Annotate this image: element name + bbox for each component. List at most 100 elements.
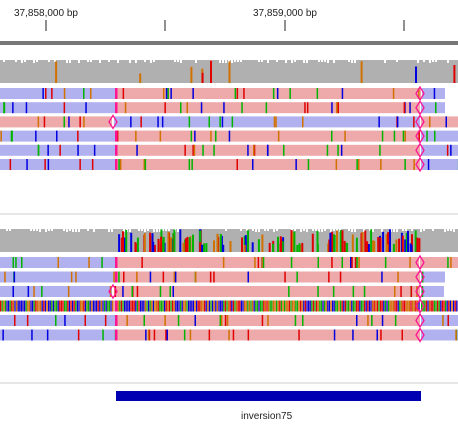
coverage-gap — [87, 229, 89, 231]
base-mismatch — [161, 116, 164, 128]
coverage-gap — [453, 229, 455, 232]
base-mismatch — [427, 159, 430, 170]
coverage-gap — [246, 229, 248, 231]
base-mismatch — [356, 257, 358, 268]
coverage-gap — [90, 60, 92, 62]
base-mismatch — [272, 88, 275, 99]
base-mismatch — [156, 300, 158, 312]
base-mismatch — [77, 144, 79, 156]
track-sample-1[interactable] — [0, 60, 458, 173]
base-mismatch — [91, 159, 94, 170]
coverage-gap — [447, 229, 449, 231]
coverage-mismatch — [366, 241, 369, 252]
reverse-read — [116, 257, 419, 268]
coverage-gap — [219, 60, 221, 63]
base-mismatch — [56, 130, 58, 142]
soft-clip-marker — [115, 300, 118, 312]
base-mismatch — [6, 300, 8, 312]
base-mismatch — [284, 300, 286, 312]
coverage-mismatch — [120, 237, 123, 252]
base-mismatch — [12, 257, 14, 268]
coverage-gap — [66, 60, 68, 63]
coverage-gap — [54, 60, 56, 62]
base-mismatch — [240, 300, 242, 312]
base-mismatch — [119, 159, 122, 170]
base-mismatch — [224, 300, 226, 312]
base-mismatch — [170, 88, 172, 99]
base-mismatch — [126, 315, 128, 326]
coverage-gap — [15, 60, 17, 62]
coverage-gap — [48, 60, 50, 62]
base-mismatch — [80, 300, 82, 312]
coverage-gap — [303, 229, 305, 231]
base-mismatch — [28, 300, 30, 312]
coverage-mismatch — [401, 235, 404, 252]
track-sample-2[interactable] — [0, 229, 458, 343]
soft-clip-marker — [415, 269, 425, 285]
base-mismatch — [325, 300, 327, 312]
base-mismatch — [218, 300, 220, 312]
base-mismatch — [226, 300, 228, 312]
coverage-mismatch — [418, 238, 421, 252]
base-mismatch — [144, 159, 147, 170]
base-mismatch — [159, 130, 162, 142]
base-mismatch — [372, 300, 374, 312]
base-mismatch — [429, 116, 431, 128]
coverage-gap — [423, 60, 425, 62]
base-mismatch — [136, 286, 139, 297]
base-mismatch — [208, 329, 211, 341]
base-mismatch — [399, 300, 401, 312]
reverse-read — [114, 286, 420, 297]
base-mismatch — [31, 329, 33, 341]
base-mismatch — [337, 102, 339, 114]
coverage-gap — [174, 60, 176, 62]
coverage-gap — [99, 60, 101, 63]
base-mismatch — [133, 300, 135, 312]
inversion-feature-bar[interactable] — [116, 391, 421, 401]
forward-read — [0, 88, 115, 99]
base-mismatch — [118, 159, 120, 170]
base-mismatch — [253, 144, 255, 156]
base-mismatch — [223, 300, 225, 312]
base-mismatch — [212, 300, 214, 312]
base-mismatch — [72, 300, 74, 312]
base-mismatch — [147, 329, 150, 341]
coverage-gap — [258, 229, 260, 232]
base-mismatch — [296, 300, 298, 312]
base-mismatch — [172, 300, 174, 312]
base-mismatch — [202, 144, 204, 156]
base-mismatch — [224, 315, 227, 326]
base-mismatch — [290, 300, 292, 312]
base-mismatch — [194, 130, 196, 142]
base-mismatch — [276, 300, 278, 312]
base-mismatch — [263, 300, 265, 312]
feature-track[interactable] — [116, 391, 421, 401]
base-mismatch — [341, 300, 343, 312]
coverage-gap — [321, 229, 323, 232]
base-mismatch — [308, 300, 310, 312]
base-mismatch — [25, 102, 28, 114]
coverage-mismatch — [160, 236, 163, 252]
base-mismatch — [304, 300, 306, 312]
base-mismatch — [208, 300, 210, 312]
base-mismatch — [351, 257, 353, 268]
base-mismatch — [180, 102, 182, 114]
base-mismatch — [130, 300, 132, 312]
base-mismatch — [160, 300, 162, 312]
coverage-gap — [447, 60, 449, 63]
base-mismatch — [394, 300, 396, 312]
coverage-mismatch — [407, 231, 409, 252]
base-mismatch — [135, 300, 137, 312]
base-mismatch — [83, 88, 85, 99]
base-mismatch — [1, 300, 3, 312]
coverage-gap — [48, 229, 50, 231]
soft-clip-marker — [415, 99, 425, 116]
reference-sequence-bar — [0, 41, 458, 45]
coverage-mismatch — [213, 240, 215, 252]
base-mismatch — [336, 300, 338, 312]
base-mismatch — [118, 271, 120, 283]
coverage-mismatch — [149, 232, 152, 252]
base-mismatch — [33, 300, 35, 312]
base-mismatch — [76, 300, 78, 312]
